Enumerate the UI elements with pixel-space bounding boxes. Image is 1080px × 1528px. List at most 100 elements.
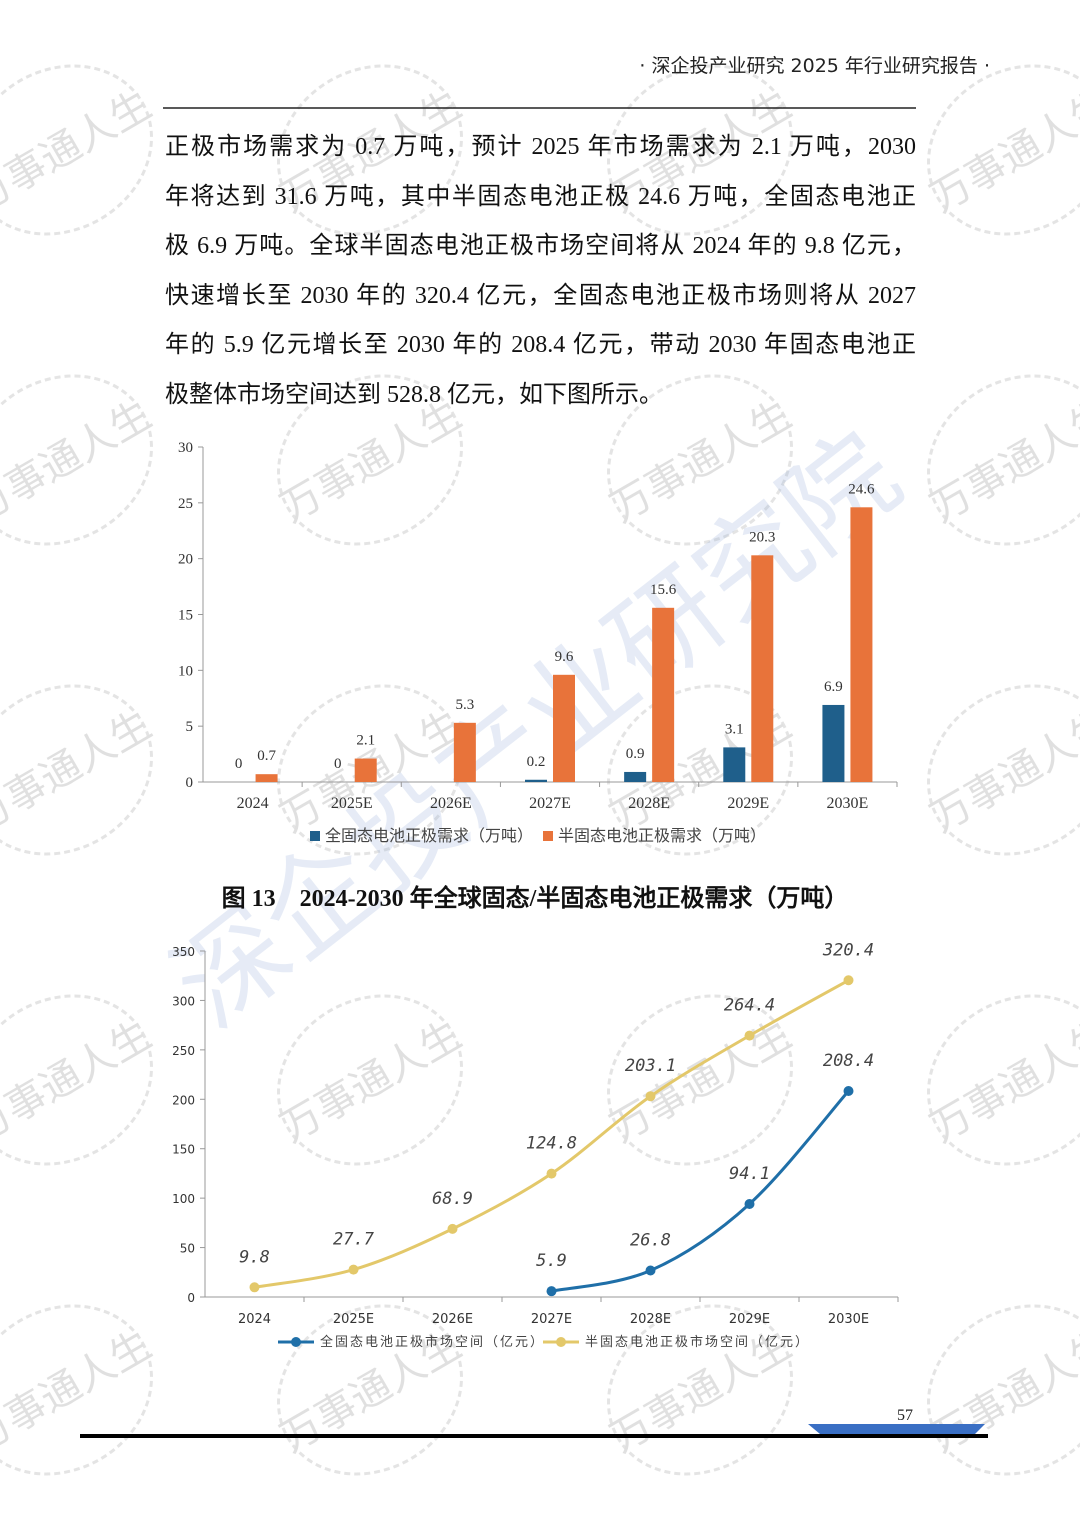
y-tick-label: 10 xyxy=(178,663,193,679)
point xyxy=(843,975,854,986)
y-tick-label: 0 xyxy=(186,775,194,791)
bar xyxy=(553,674,575,782)
x-tick-label: 2026E xyxy=(430,795,472,812)
y-tick-label: 250 xyxy=(172,1044,195,1058)
footer-accent xyxy=(808,1424,985,1434)
watermark-ring xyxy=(0,684,153,856)
paragraph-line: 正极市场需求为 0.7 万吨，预计 2025 年市场需求为 2.1 万吨，203… xyxy=(165,134,916,160)
y-tick-label: 350 xyxy=(172,945,195,959)
watermark-text: 万事通人生 xyxy=(0,702,159,841)
y-tick-label: 300 xyxy=(172,994,195,1008)
paragraph: 正极市场需求为 0.7 万吨，预计 2025 年市场需求为 2.1 万吨，203… xyxy=(165,123,916,420)
legend-label: 全固态电池正极市场空间（亿元） xyxy=(320,1334,545,1349)
y-tick-label: 5 xyxy=(186,719,194,735)
bar xyxy=(354,758,377,782)
bar xyxy=(624,771,647,782)
watermark-text: 万事通人生 xyxy=(923,392,1080,531)
watermark-text: 万事通人生 xyxy=(273,1012,469,1151)
y-tick-label: 100 xyxy=(172,1192,195,1206)
legend-label: 半固态电池正极市场空间（亿元） xyxy=(585,1334,810,1349)
data-label: 26.8 xyxy=(630,1231,671,1251)
paragraph-line: 年的 5.9 亿元增长至 2030 年的 208.4 亿元，带动 2030 年固… xyxy=(165,332,916,358)
data-label: 0.2 xyxy=(527,754,546,770)
watermark: 万事通人生 xyxy=(923,1304,1080,1476)
watermark-text: 万事通人生 xyxy=(0,82,159,221)
data-label: 0 xyxy=(334,756,342,772)
data-label: 264.4 xyxy=(724,996,775,1016)
y-tick-label: 200 xyxy=(172,1093,195,1107)
data-label: 20.3 xyxy=(749,529,775,545)
data-label: 27.7 xyxy=(333,1230,375,1250)
legend-swatch xyxy=(556,1337,566,1347)
data-label: 5.3 xyxy=(455,697,474,713)
data-label: 320.4 xyxy=(822,940,874,960)
x-tick-label: 2030E xyxy=(828,1312,869,1327)
legend-label: 半固态电池正极需求（万吨） xyxy=(558,827,766,845)
watermark-text: 万事通人生 xyxy=(0,1322,159,1461)
bar xyxy=(255,774,278,782)
data-label: 2.1 xyxy=(356,733,375,749)
bar xyxy=(453,722,476,782)
watermark-ring xyxy=(927,64,1080,236)
y-tick-label: 50 xyxy=(180,1242,195,1256)
watermark: 万事通人生 xyxy=(603,1304,799,1476)
watermark-ring xyxy=(927,374,1080,546)
y-tick-label: 25 xyxy=(178,496,193,512)
watermark-ring xyxy=(927,994,1080,1166)
watermark: 万事通人生 xyxy=(923,994,1080,1166)
point xyxy=(546,1286,557,1297)
x-tick-label: 2029E xyxy=(729,1312,770,1327)
watermark: 万事通人生 xyxy=(0,1304,159,1476)
y-tick-label: 150 xyxy=(172,1143,195,1157)
point xyxy=(744,1198,755,1209)
data-label: 0 xyxy=(235,756,243,772)
bar xyxy=(723,747,746,782)
y-tick-label: 30 xyxy=(178,440,193,456)
x-tick-label: 2026E xyxy=(432,1312,473,1327)
data-label: 0.7 xyxy=(257,748,276,764)
watermark: 万事通人生 xyxy=(923,684,1080,856)
data-label: 0.9 xyxy=(626,746,645,762)
point xyxy=(447,1223,458,1234)
point xyxy=(645,1091,656,1102)
data-label: 9.8 xyxy=(239,1247,270,1267)
data-label: 94.1 xyxy=(729,1164,770,1184)
x-tick-label: 2024 xyxy=(237,795,269,812)
point xyxy=(843,1085,854,1096)
watermark-text: 万事通人生 xyxy=(923,702,1080,841)
bar xyxy=(822,704,845,782)
watermark: 万事通人生 xyxy=(273,1304,469,1476)
bar xyxy=(525,779,547,782)
y-tick-label: 0 xyxy=(187,1291,195,1305)
data-label: 24.6 xyxy=(848,481,875,497)
watermark-ring xyxy=(0,994,153,1166)
point xyxy=(348,1264,359,1275)
bar xyxy=(652,607,675,782)
watermark-text: 万事通人生 xyxy=(923,1012,1080,1151)
data-label: 6.9 xyxy=(824,679,843,695)
point xyxy=(546,1168,557,1179)
paragraph-line: 极 6.9 万吨。全球半固态电池正极市场空间将从 2024 年的 9.8 亿元， xyxy=(165,233,916,259)
watermark-text: 万事通人生 xyxy=(603,1012,799,1151)
data-label: 124.8 xyxy=(526,1134,577,1154)
line xyxy=(551,1089,850,1293)
point xyxy=(249,1282,260,1293)
watermark: 万事通人生 xyxy=(0,994,159,1166)
watermark-ring xyxy=(0,374,153,546)
watermark: 万事通人生 xyxy=(0,64,159,236)
watermark: 万事通人生 xyxy=(0,684,159,856)
watermark-ring xyxy=(0,64,153,236)
legend-swatch xyxy=(310,831,320,841)
legend-swatch xyxy=(291,1337,301,1347)
figure-caption: 图 13 2024-2030 年全球固态/半固态电池正极需求（万吨） xyxy=(222,884,849,912)
data-label: 5.9 xyxy=(536,1251,567,1271)
x-tick-label: 2027E xyxy=(531,1312,572,1327)
legend-swatch xyxy=(543,831,553,841)
watermark-text: 万事通人生 xyxy=(923,1322,1080,1461)
data-label: 208.4 xyxy=(823,1051,874,1071)
x-tick-label: 2024 xyxy=(238,1312,271,1327)
x-tick-label: 2027E xyxy=(529,795,571,812)
watermark-text: 万事通人生 xyxy=(923,82,1080,221)
